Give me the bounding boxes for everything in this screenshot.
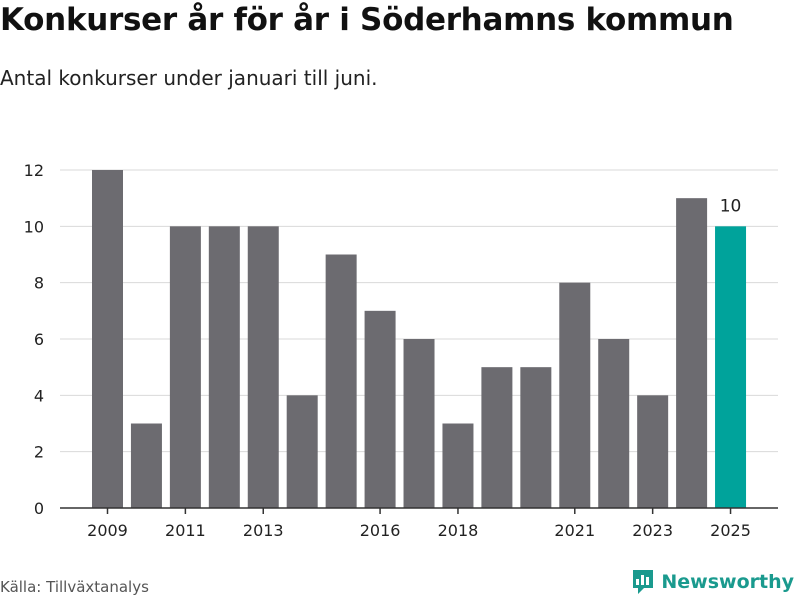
bar-2023 [637, 395, 669, 508]
x-tick-label: 2016 [360, 521, 401, 540]
bar-2022 [598, 339, 630, 508]
bar-2016 [364, 310, 396, 508]
x-tick-label: 2025 [710, 521, 751, 540]
chart-title: Konkurser år för år i Söderhamns kommun [0, 2, 734, 38]
x-tick-label: 2018 [438, 521, 479, 540]
bar-2014 [286, 395, 318, 508]
x-axis: 2009 2011 2013 2016 2018 2021 2023 2025 [60, 507, 778, 540]
x-tick-label: 2021 [554, 521, 595, 540]
brand-name: Newsworthy [661, 571, 794, 593]
bar-2020 [520, 367, 552, 508]
y-tick-label: 12 [24, 161, 44, 180]
y-axis: 0 2 4 6 8 10 12 [24, 161, 44, 518]
data-label-2025: 10 [720, 196, 742, 216]
newsworthy-logo-icon [633, 570, 654, 594]
x-tick-label: 2023 [632, 521, 673, 540]
bar-2013 [247, 226, 279, 509]
data-labels: 10 [720, 196, 742, 216]
bar-2011 [169, 226, 201, 509]
bar-2021 [559, 282, 591, 508]
chart-subtitle: Antal konkurser under januari till juni. [0, 66, 378, 90]
bar-2019 [481, 367, 513, 508]
x-tick-label: 2011 [165, 521, 206, 540]
source-note: Källa: Tillväxtanalys [0, 578, 149, 596]
bar-2017 [403, 339, 435, 508]
y-tick-label: 10 [24, 217, 44, 236]
bar-2024 [676, 198, 708, 508]
y-tick-label: 6 [34, 330, 44, 349]
y-tick-label: 4 [34, 386, 44, 405]
x-tick-label: 2009 [87, 521, 128, 540]
y-tick-label: 8 [34, 274, 44, 293]
bar-2012 [208, 226, 240, 509]
y-tick-label: 0 [34, 499, 44, 518]
bar-2015 [325, 254, 357, 508]
brand-logo: Newsworthy [631, 568, 794, 596]
bar-2018 [442, 423, 474, 508]
bars [92, 170, 747, 509]
bar-2009 [92, 170, 123, 508]
y-tick-label: 2 [34, 443, 44, 462]
bar-2010 [130, 423, 162, 508]
bar-2025 [715, 226, 747, 509]
x-tick-label: 2013 [243, 521, 284, 540]
